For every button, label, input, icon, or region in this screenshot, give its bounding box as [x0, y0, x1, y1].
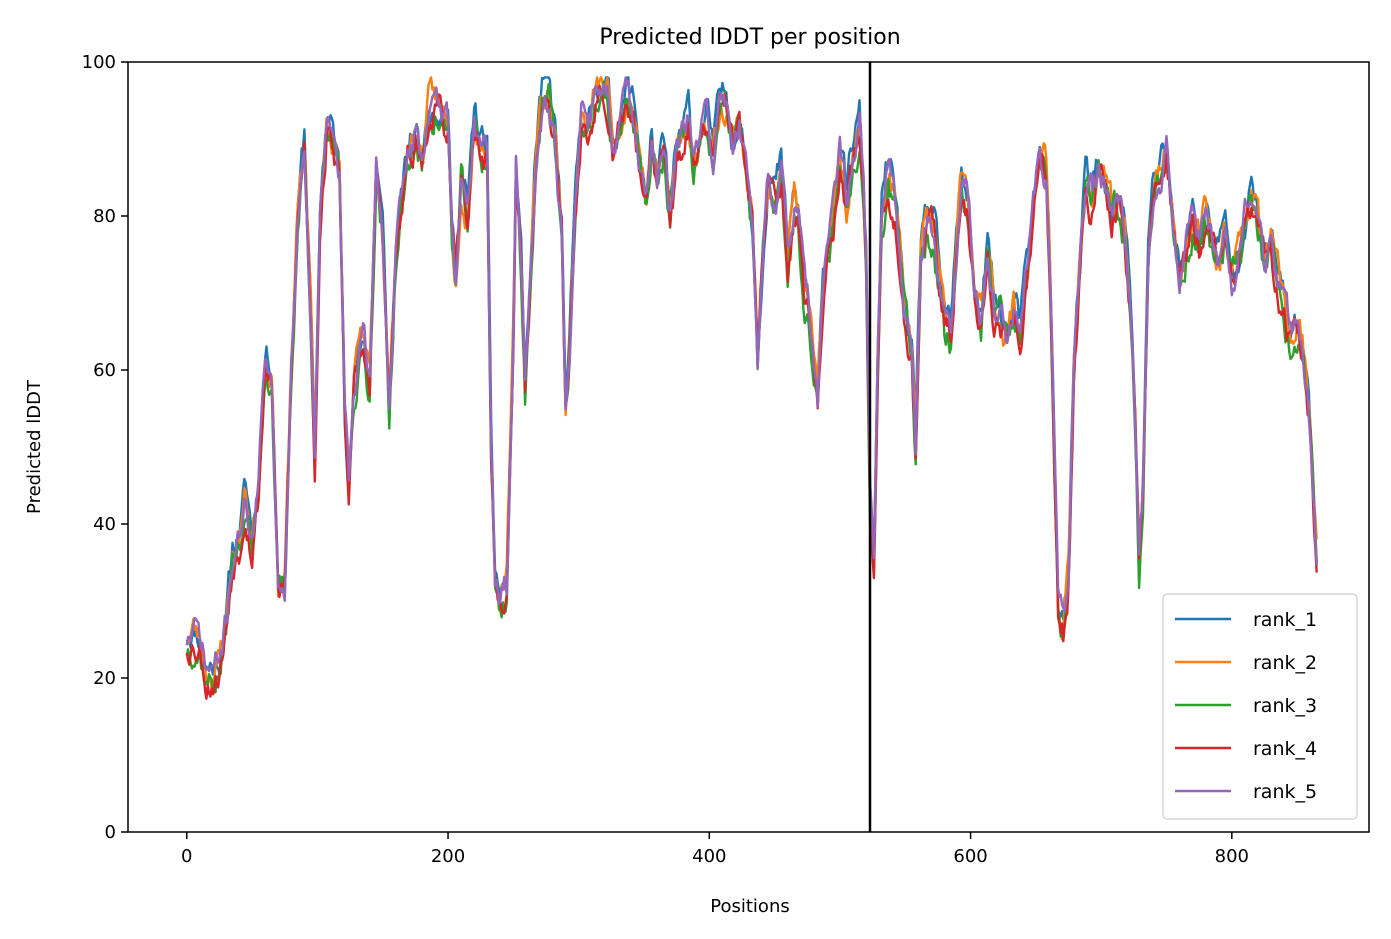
y-tick-label: 80	[93, 206, 116, 227]
series-line-rank_5	[185, 76, 1318, 673]
legend-box	[1162, 593, 1358, 820]
x-tick-label: 0	[181, 846, 192, 867]
legend-label: rank_1	[1253, 609, 1317, 631]
y-tick-label: 100	[82, 52, 116, 73]
y-tick-label: 60	[93, 360, 116, 381]
plot-frame	[127, 61, 1370, 833]
legend-label: rank_4	[1253, 738, 1317, 760]
series-lines	[185, 76, 1318, 700]
legend-label: rank_3	[1253, 695, 1317, 717]
y-tick-label: 0	[105, 822, 116, 843]
x-tick-label: 200	[431, 846, 465, 867]
y-tick-label: 20	[93, 668, 116, 689]
x-tick-label: 400	[692, 846, 726, 867]
legend: rank_1 rank_2 rank_3 rank_4 rank_5	[1162, 593, 1358, 820]
y-axis: 0 20 40 60 80 100	[82, 52, 128, 843]
x-tick-label: 800	[1215, 846, 1249, 867]
legend-label: rank_2	[1253, 652, 1317, 674]
chart-title: Predicted lDDT per position	[599, 25, 900, 50]
x-axis: 0 200 400 600 800	[181, 832, 1249, 867]
y-axis-label: Predicted lDDT	[24, 379, 45, 514]
x-axis-label: Positions	[710, 896, 789, 917]
legend-label: rank_5	[1253, 781, 1317, 803]
x-tick-label: 600	[953, 846, 987, 867]
y-tick-label: 40	[93, 514, 116, 535]
